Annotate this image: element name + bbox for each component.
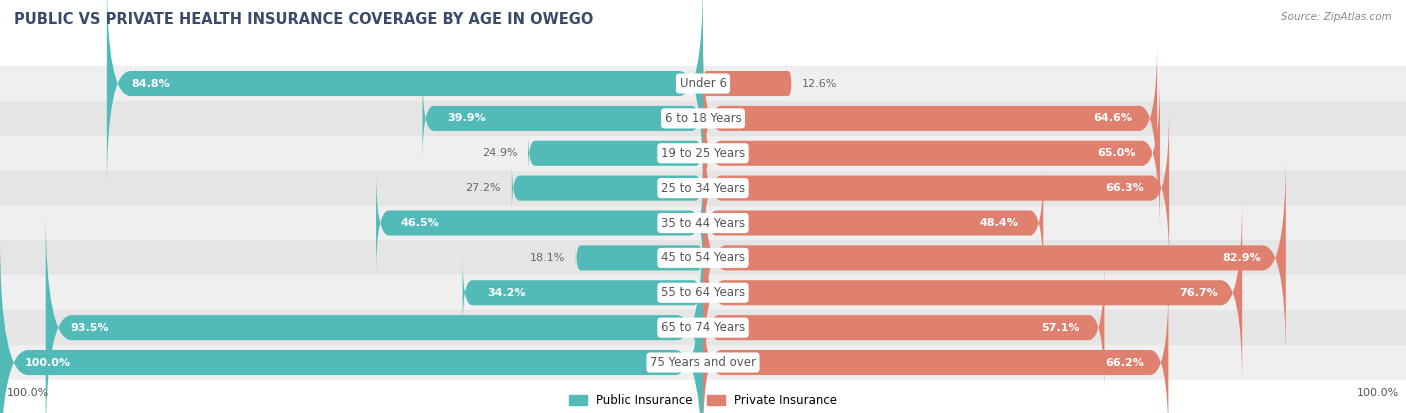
FancyBboxPatch shape: [703, 75, 1160, 231]
Text: 82.9%: 82.9%: [1222, 253, 1261, 263]
Bar: [0, 240, 1406, 275]
Bar: [0, 66, 1406, 101]
FancyBboxPatch shape: [0, 235, 703, 413]
FancyBboxPatch shape: [512, 163, 703, 214]
Text: Under 6: Under 6: [679, 77, 727, 90]
FancyBboxPatch shape: [703, 168, 1043, 278]
Bar: [0, 275, 1406, 310]
Text: 45 to 54 Years: 45 to 54 Years: [661, 252, 745, 264]
Text: 65.0%: 65.0%: [1097, 148, 1136, 158]
Text: 65 to 74 Years: 65 to 74 Years: [661, 321, 745, 334]
Text: 93.5%: 93.5%: [70, 323, 108, 332]
FancyBboxPatch shape: [422, 75, 703, 161]
FancyBboxPatch shape: [463, 258, 703, 328]
FancyBboxPatch shape: [107, 0, 703, 189]
Bar: [0, 101, 1406, 136]
Bar: [0, 171, 1406, 206]
Text: 100.0%: 100.0%: [1357, 388, 1399, 398]
Text: 24.9%: 24.9%: [482, 148, 517, 158]
Text: 39.9%: 39.9%: [447, 114, 486, 123]
Text: 12.6%: 12.6%: [801, 78, 838, 88]
Text: 19 to 25 Years: 19 to 25 Years: [661, 147, 745, 160]
Text: 64.6%: 64.6%: [1094, 114, 1133, 123]
Text: 48.4%: 48.4%: [980, 218, 1018, 228]
FancyBboxPatch shape: [703, 198, 1243, 387]
Text: PUBLIC VS PRIVATE HEALTH INSURANCE COVERAGE BY AGE IN OWEGO: PUBLIC VS PRIVATE HEALTH INSURANCE COVER…: [14, 12, 593, 27]
Legend: Public Insurance, Private Insurance: Public Insurance, Private Insurance: [569, 394, 837, 407]
Text: 46.5%: 46.5%: [401, 218, 440, 228]
Text: 6 to 18 Years: 6 to 18 Years: [665, 112, 741, 125]
Text: 18.1%: 18.1%: [530, 253, 565, 263]
Text: 76.7%: 76.7%: [1178, 288, 1218, 298]
Text: 57.1%: 57.1%: [1042, 323, 1080, 332]
Text: 27.2%: 27.2%: [465, 183, 502, 193]
FancyBboxPatch shape: [703, 41, 1157, 196]
FancyBboxPatch shape: [576, 245, 703, 271]
Text: 84.8%: 84.8%: [132, 78, 170, 88]
Text: Source: ZipAtlas.com: Source: ZipAtlas.com: [1281, 12, 1392, 22]
Text: 35 to 44 Years: 35 to 44 Years: [661, 216, 745, 230]
Bar: [0, 310, 1406, 345]
Text: 100.0%: 100.0%: [25, 358, 70, 368]
FancyBboxPatch shape: [703, 283, 1168, 413]
Text: 55 to 64 Years: 55 to 64 Years: [661, 286, 745, 299]
Text: 25 to 34 Years: 25 to 34 Years: [661, 182, 745, 195]
Bar: [0, 206, 1406, 240]
FancyBboxPatch shape: [703, 71, 792, 96]
FancyBboxPatch shape: [703, 108, 1170, 268]
Text: 34.2%: 34.2%: [486, 288, 526, 298]
FancyBboxPatch shape: [703, 261, 1105, 395]
Text: 66.2%: 66.2%: [1105, 358, 1144, 368]
FancyBboxPatch shape: [45, 210, 703, 413]
Text: 100.0%: 100.0%: [7, 388, 49, 398]
FancyBboxPatch shape: [375, 171, 703, 275]
Bar: [0, 345, 1406, 380]
FancyBboxPatch shape: [529, 131, 703, 176]
Bar: [0, 136, 1406, 171]
Text: 66.3%: 66.3%: [1105, 183, 1144, 193]
Text: 75 Years and over: 75 Years and over: [650, 356, 756, 369]
FancyBboxPatch shape: [703, 155, 1286, 361]
